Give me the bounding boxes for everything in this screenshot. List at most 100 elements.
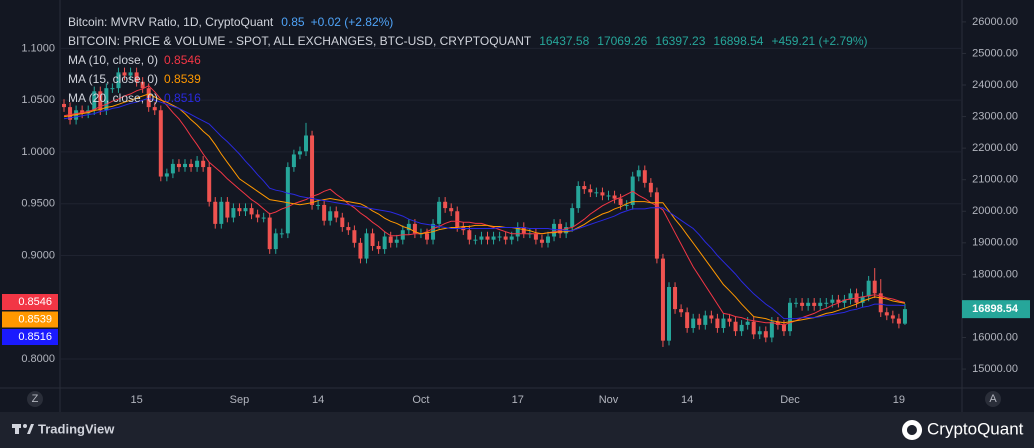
- candle-body: [334, 211, 339, 218]
- candle-body: [273, 233, 278, 250]
- candle-body: [394, 239, 399, 243]
- candle-body: [588, 189, 593, 193]
- candle-body: [781, 324, 786, 332]
- y-tick-label: 1.0500: [21, 94, 55, 106]
- axis-labels: 0.8000 0.9000 0.9500 1.0000 1.0500 1.1000 1500…: [21, 16, 1018, 406]
- candle-body: [225, 201, 230, 218]
- candle-body: [358, 242, 363, 259]
- candle-body: [62, 103, 66, 108]
- candle-body: [261, 217, 266, 219]
- candle-body: [219, 201, 224, 224]
- price-badge-label: 16898.54: [972, 303, 1019, 315]
- plot: [62, 67, 907, 347]
- candle-body: [727, 318, 732, 322]
- candle-body: [328, 211, 333, 221]
- candle-body: [624, 204, 629, 206]
- value-badge: [2, 294, 58, 310]
- y-tick-label: 0.8000: [21, 353, 55, 365]
- candle-body: [769, 321, 774, 338]
- candle-body: [437, 201, 442, 224]
- candle-body: [128, 72, 133, 76]
- candle-body: [788, 302, 792, 332]
- candle-body: [104, 88, 109, 111]
- value-badge: [2, 329, 58, 345]
- legend-value: 0.8546: [164, 53, 201, 67]
- value-badge-label: 0.8539: [18, 313, 52, 325]
- candle-body: [443, 201, 448, 209]
- candle-body: [654, 192, 659, 259]
- candle-body: [322, 204, 327, 221]
- legend-name: MA (10, close, 0): [68, 53, 158, 67]
- footer: [0, 412, 1034, 448]
- y2-tick-label: 24000.00: [972, 79, 1018, 91]
- x-tick-label: Nov: [599, 394, 619, 406]
- candle-body: [673, 287, 678, 310]
- candle-body: [679, 309, 684, 313]
- candle-body: [533, 233, 538, 240]
- candle-body: [255, 214, 260, 218]
- legend-line: Bitcoin: MVRV Ratio, 1D, CryptoQuant 0.85…: [68, 15, 393, 29]
- axis-button-label[interactable]: Z: [32, 393, 39, 405]
- candle-body: [830, 299, 835, 303]
- candle-body: [842, 299, 847, 303]
- x-tick-label: 17: [512, 394, 524, 406]
- x-tick-label: 14: [681, 394, 693, 406]
- candle-body: [201, 160, 206, 168]
- candle-body: [412, 223, 417, 234]
- subtitle: BITCOIN: PRICE & VOLUME - SPOT, ALL EXCH…: [68, 34, 532, 48]
- candle-body: [449, 208, 454, 212]
- candle-body: [267, 217, 272, 250]
- candle-body: [636, 170, 641, 177]
- candle-body: [340, 217, 345, 228]
- candle-body: [763, 331, 768, 338]
- candle-body: [467, 230, 472, 240]
- logo-shape: [23, 424, 27, 428]
- ohlc-low: 16397.23: [655, 34, 705, 48]
- axis-button-label[interactable]: A: [989, 393, 997, 405]
- candle-body: [116, 72, 121, 89]
- candle-body: [884, 312, 889, 316]
- candle-body: [546, 236, 550, 243]
- axis-button[interactable]: [985, 391, 1001, 407]
- y2-tick-label: 22000.00: [972, 142, 1018, 154]
- candle-body: [539, 239, 544, 243]
- candle-body: [231, 208, 236, 218]
- candle-body: [195, 160, 200, 168]
- candle-body: [243, 208, 248, 212]
- candle-body: [552, 223, 557, 237]
- candle-body: [642, 170, 647, 183]
- x-tick-label: 15: [130, 394, 142, 406]
- candle-body: [570, 208, 575, 228]
- candle-body: [122, 72, 127, 76]
- candle-body: [140, 81, 145, 89]
- candle-body: [757, 331, 762, 335]
- candle-body: [279, 233, 284, 235]
- candle-body: [68, 107, 73, 120]
- candle-body: [685, 312, 690, 329]
- candle-body: [836, 299, 841, 303]
- candle-body: [134, 72, 139, 82]
- mvrv-value: 0.85: [281, 15, 305, 29]
- candle-body: [715, 318, 720, 329]
- y-tick-label: 0.9000: [21, 249, 55, 261]
- candle-body: [249, 208, 254, 215]
- x-tick-label: 19: [893, 394, 905, 406]
- axis-button[interactable]: [27, 391, 43, 407]
- candle-body: [406, 223, 411, 231]
- candle-body: [176, 163, 181, 168]
- candle-body: [606, 195, 611, 197]
- legend-entry: MA (10, close, 0) 0.8546: [68, 53, 201, 67]
- ma-line: [63, 93, 905, 324]
- y-tick-label: 1.0000: [21, 146, 55, 158]
- candle-body: [558, 223, 563, 234]
- price-badge: [962, 300, 1030, 319]
- candle-body: [304, 135, 308, 152]
- candle-body: [600, 192, 605, 196]
- candle-body: [80, 110, 85, 114]
- candle-body: [98, 91, 103, 111]
- ma-line: [63, 97, 905, 320]
- y2-tick-label: 16000.00: [972, 331, 1018, 343]
- candle-body: [824, 302, 829, 304]
- candle-body: [425, 233, 429, 240]
- candle-body: [497, 236, 502, 238]
